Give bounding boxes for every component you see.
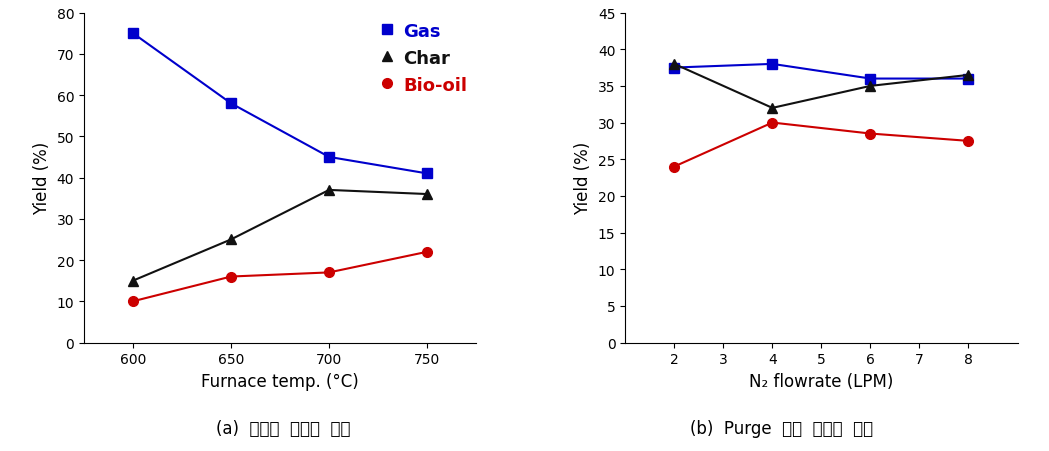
Text: (b)  Purge  가스  유량의  영향: (b) Purge 가스 유량의 영향 xyxy=(690,419,873,437)
Legend: Gas, Char, Bio-oil: Gas, Char, Bio-oil xyxy=(378,23,467,94)
Y-axis label: Yield (%): Yield (%) xyxy=(575,142,593,215)
X-axis label: N₂ flowrate (LPM): N₂ flowrate (LPM) xyxy=(749,372,894,390)
X-axis label: Furnace temp. (°C): Furnace temp. (°C) xyxy=(201,372,359,390)
Y-axis label: Yield (%): Yield (%) xyxy=(33,142,51,215)
Text: (a)  열분해  온도의  영향: (a) 열분해 온도의 영향 xyxy=(216,419,350,437)
